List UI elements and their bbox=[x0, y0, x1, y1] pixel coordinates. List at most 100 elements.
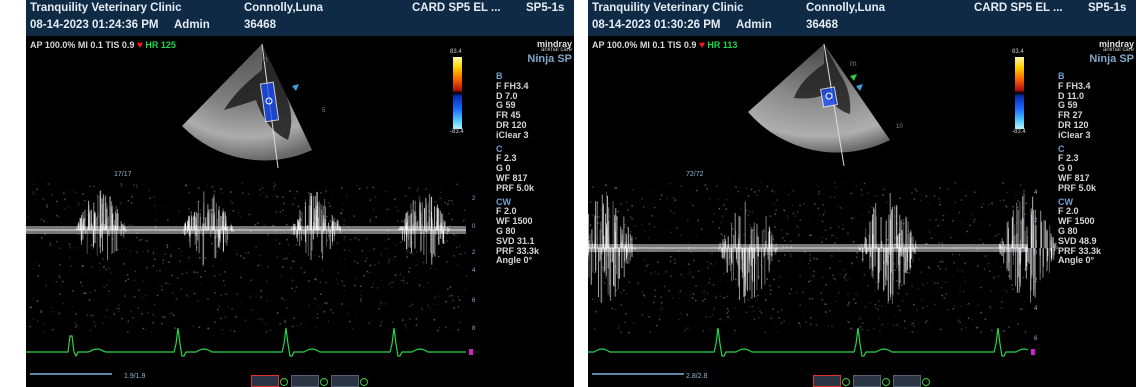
doppler-noise bbox=[941, 260, 944, 263]
doppler-noise bbox=[709, 278, 711, 280]
doppler-noise bbox=[94, 289, 96, 292]
cine-thumbnail-icon[interactable] bbox=[813, 375, 850, 387]
cine-thumbnail-icon[interactable] bbox=[291, 375, 328, 387]
sample-gate-icon[interactable] bbox=[825, 92, 833, 100]
doppler-noise bbox=[459, 253, 462, 255]
doppler-noise bbox=[783, 209, 786, 212]
doppler-noise bbox=[392, 259, 395, 261]
doppler-noise bbox=[63, 208, 66, 210]
doppler-noise bbox=[249, 296, 252, 299]
doppler-noise bbox=[887, 256, 890, 258]
cine-thumbnail-icon[interactable] bbox=[893, 375, 930, 387]
doppler-noise bbox=[450, 327, 452, 330]
b-mode-sector-image[interactable]: m 10 bbox=[588, 0, 1058, 180]
doppler-noise bbox=[938, 198, 941, 200]
doppler-noise bbox=[366, 237, 368, 240]
doppler-noise bbox=[817, 207, 820, 210]
doppler-noise bbox=[637, 253, 639, 255]
doppler-noise bbox=[254, 224, 257, 226]
doppler-noise bbox=[426, 297, 428, 299]
doppler-noise bbox=[38, 307, 40, 309]
doppler-noise bbox=[425, 188, 427, 190]
doppler-noise bbox=[660, 305, 662, 308]
doppler-noise bbox=[625, 201, 628, 204]
doppler-noise bbox=[394, 274, 397, 277]
sample-gate-icon[interactable] bbox=[265, 97, 273, 105]
doppler-noise bbox=[90, 244, 93, 246]
doppler-noise bbox=[180, 288, 183, 290]
param-value: G 80 bbox=[1058, 225, 1078, 236]
cine-thumbnail-icon[interactable] bbox=[251, 375, 288, 387]
param-section-label: C bbox=[1058, 143, 1065, 154]
doppler-noise bbox=[718, 227, 720, 229]
heart-rate: HR 125 bbox=[145, 40, 176, 50]
doppler-noise bbox=[356, 278, 359, 280]
doppler-noise bbox=[341, 235, 344, 237]
doppler-noise bbox=[211, 209, 214, 211]
doppler-noise bbox=[988, 203, 990, 206]
doppler-noise bbox=[829, 309, 831, 312]
doppler-noise bbox=[28, 274, 31, 276]
doppler-noise bbox=[29, 278, 32, 280]
doppler-noise bbox=[666, 197, 668, 200]
doppler-noise bbox=[855, 302, 857, 305]
doppler-noise bbox=[912, 303, 915, 305]
color-box-roi[interactable] bbox=[259, 81, 280, 123]
doppler-noise bbox=[721, 319, 724, 321]
cine-progress-bar[interactable] bbox=[30, 373, 112, 375]
doppler-noise bbox=[233, 330, 236, 333]
doppler-noise bbox=[99, 196, 101, 198]
doppler-noise bbox=[867, 329, 870, 331]
doppler-noise bbox=[899, 280, 902, 283]
doppler-noise bbox=[81, 285, 83, 287]
doppler-noise bbox=[777, 311, 779, 313]
doppler-noise bbox=[938, 242, 940, 244]
cine-thumbnail-icon[interactable] bbox=[853, 375, 890, 387]
doppler-noise bbox=[847, 321, 850, 324]
doppler-noise bbox=[628, 331, 630, 334]
doppler-noise bbox=[902, 273, 905, 275]
doppler-noise bbox=[850, 327, 852, 330]
doppler-noise bbox=[881, 323, 884, 326]
doppler-noise bbox=[323, 310, 326, 313]
doppler-noise bbox=[695, 189, 698, 192]
doppler-noise bbox=[616, 324, 619, 326]
color-box-roi[interactable] bbox=[819, 86, 839, 108]
doppler-noise bbox=[58, 276, 61, 279]
doppler-noise bbox=[1002, 182, 1004, 184]
probe-name[interactable]: SP5-1s bbox=[526, 2, 565, 14]
doppler-noise bbox=[943, 297, 946, 299]
doppler-noise bbox=[266, 196, 268, 198]
doppler-noise bbox=[887, 322, 889, 325]
doppler-noise bbox=[972, 213, 974, 215]
doppler-noise bbox=[137, 306, 140, 309]
doppler-noise bbox=[327, 320, 329, 322]
doppler-noise bbox=[976, 264, 978, 266]
doppler-noise bbox=[835, 279, 837, 282]
doppler-noise bbox=[386, 208, 389, 211]
exam-preset[interactable]: CARD SP5 EL ... bbox=[412, 2, 501, 14]
doppler-noise bbox=[379, 301, 382, 304]
doppler-noise bbox=[148, 189, 150, 192]
exam-preset[interactable]: CARD SP5 EL ... bbox=[974, 2, 1063, 14]
doppler-noise bbox=[406, 256, 409, 258]
doppler-noise bbox=[171, 274, 173, 277]
doppler-noise bbox=[401, 220, 403, 222]
doppler-noise bbox=[258, 318, 260, 320]
doppler-noise bbox=[201, 250, 203, 252]
doppler-noise bbox=[186, 219, 189, 221]
cine-thumbnail-icon[interactable] bbox=[331, 375, 368, 387]
spectral-doppler-trace[interactable] bbox=[26, 182, 496, 370]
cine-progress-bar[interactable] bbox=[592, 373, 684, 375]
doppler-noise bbox=[155, 219, 157, 222]
doppler-noise bbox=[99, 269, 101, 272]
doppler-noise bbox=[106, 293, 109, 296]
doppler-noise bbox=[239, 305, 242, 307]
spectral-doppler-trace[interactable] bbox=[588, 182, 1058, 370]
doppler-noise bbox=[217, 308, 219, 311]
colorbar-min: -83.4 bbox=[450, 129, 464, 135]
doppler-noise bbox=[267, 264, 270, 267]
doppler-noise bbox=[827, 325, 829, 327]
b-mode-sector-image[interactable]: m 5 bbox=[26, 0, 496, 180]
probe-name[interactable]: SP5-1s bbox=[1088, 2, 1127, 14]
